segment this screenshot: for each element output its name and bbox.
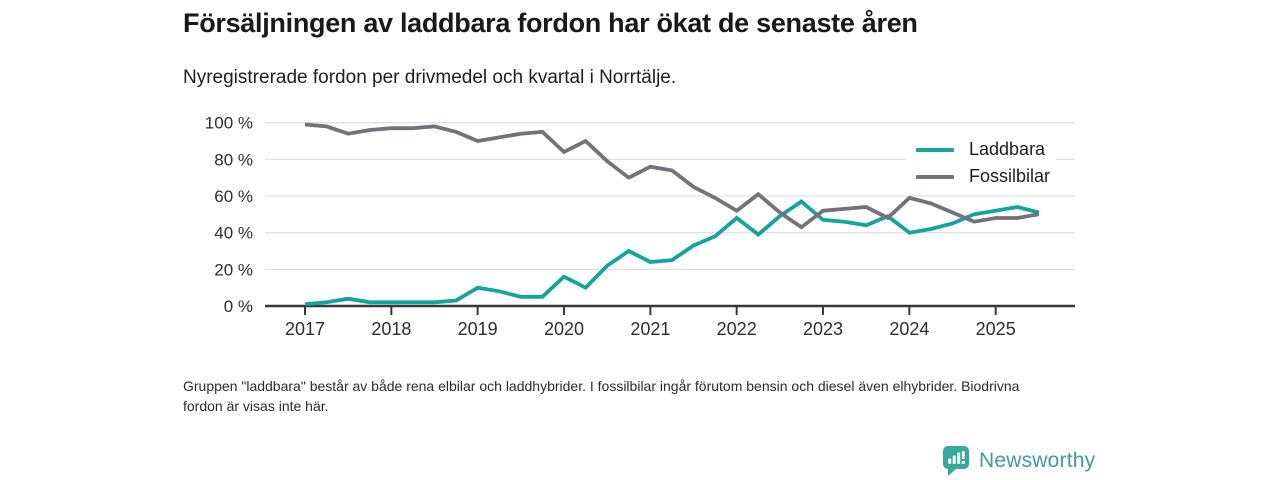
y-axis-label: 60 % bbox=[214, 187, 253, 206]
x-axis-label: 2023 bbox=[803, 319, 843, 339]
y-axis-label: 100 % bbox=[205, 114, 253, 133]
x-axis-label: 2022 bbox=[717, 319, 757, 339]
fossilbilar-line bbox=[304, 122, 1040, 230]
chart-footnote: Gruppen "laddbara" består av både rena e… bbox=[183, 378, 1020, 414]
x-axis-label: 2019 bbox=[458, 319, 498, 339]
x-axis-label: 2025 bbox=[976, 319, 1016, 339]
x-axis-label: 2017 bbox=[285, 319, 325, 339]
legend-item-fossilbilar: Fossilbilar bbox=[916, 163, 1050, 190]
x-axis-label: 2024 bbox=[889, 319, 929, 339]
laddbara-line-swatch bbox=[916, 147, 954, 152]
x-axis-label: 2020 bbox=[544, 319, 584, 339]
chart-legend: Laddbara Fossilbilar bbox=[906, 136, 1057, 190]
y-axis-label: 20 % bbox=[214, 260, 253, 279]
page-title: Försäljningen av laddbara fordon har öka… bbox=[183, 8, 918, 38]
newsworthy-icon bbox=[943, 446, 969, 476]
x-axis-label: 2021 bbox=[630, 319, 670, 339]
chart-subtitle: Nyregistrerade fordon per drivmedel och … bbox=[183, 67, 677, 88]
y-axis-label: 80 % bbox=[214, 150, 253, 169]
newsworthy-wordmark: Newsworthy bbox=[979, 448, 1096, 472]
laddbara-line bbox=[304, 199, 1040, 307]
y-axis-label: 40 % bbox=[214, 224, 253, 243]
newsworthy-logo: Newsworthy bbox=[942, 445, 1095, 476]
legend-label-fossilbilar: Fossilbilar bbox=[969, 166, 1051, 186]
fossilbilar-line-swatch bbox=[916, 174, 954, 179]
legend-label-laddbara: Laddbara bbox=[969, 139, 1046, 159]
y-axis-label: 0 % bbox=[224, 297, 253, 316]
x-axis-label: 2018 bbox=[371, 319, 411, 339]
legend-item-laddbara: Laddbara bbox=[916, 136, 1050, 163]
